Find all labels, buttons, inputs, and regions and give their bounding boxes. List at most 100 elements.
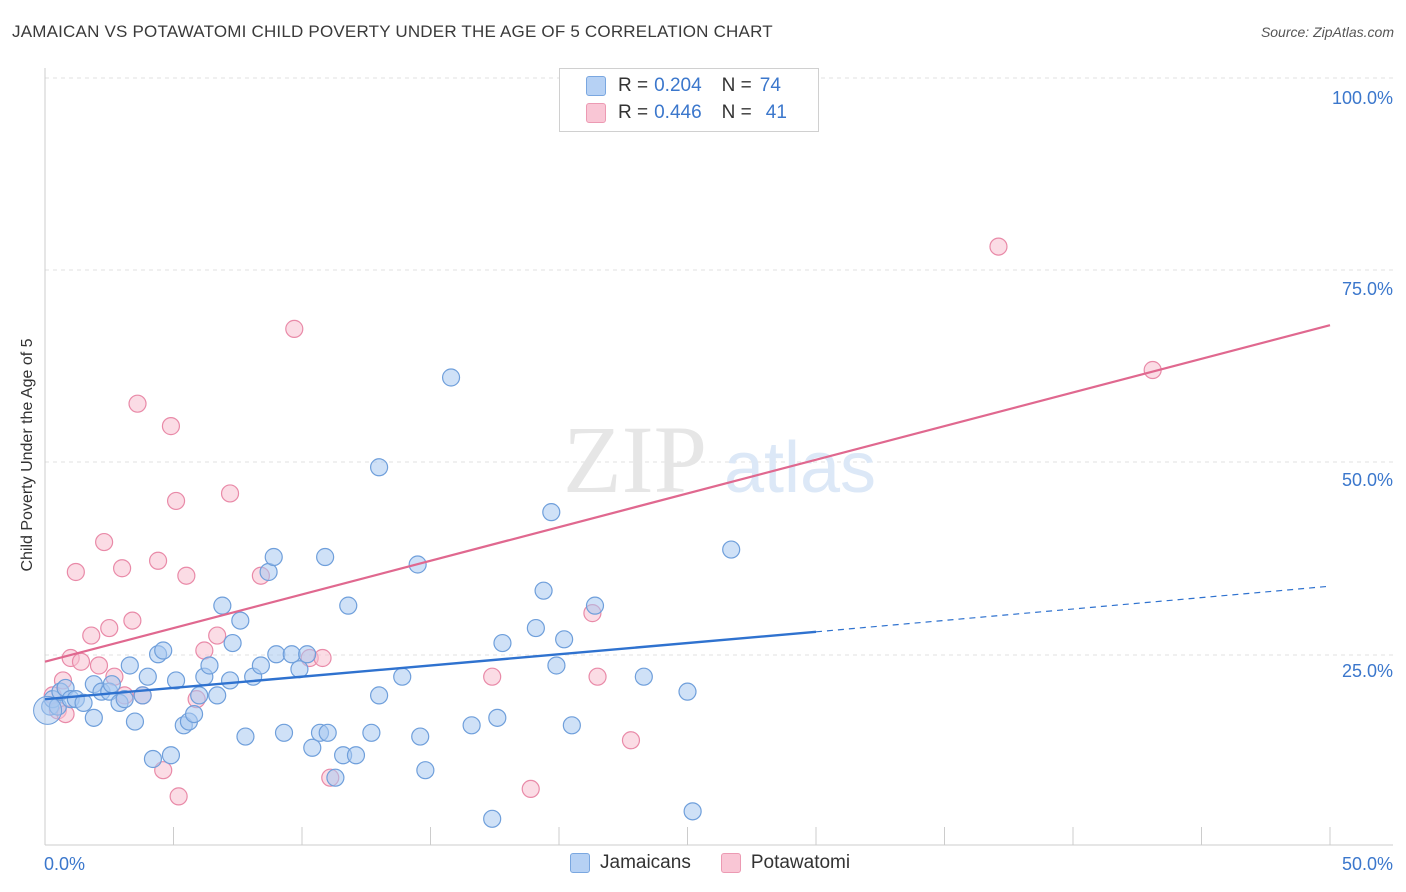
jamaicans-point [290, 660, 309, 679]
potawatomi-point [483, 667, 502, 686]
potawatomi-point [123, 611, 142, 630]
jamaicans-point [184, 704, 204, 724]
gridlines [45, 77, 1393, 656]
jamaicans-point [483, 809, 502, 828]
legend-swatch-pink [586, 103, 606, 123]
jamaicans-point [634, 667, 653, 686]
jamaicans-point [370, 686, 389, 705]
jamaicans-point [526, 618, 545, 638]
trend-lines [44, 324, 1331, 701]
jamaicans-point [298, 645, 317, 664]
potawatomi-points [43, 237, 1162, 806]
watermark-atlas: atlas [724, 428, 876, 508]
potawatomi-point [285, 319, 304, 338]
jamaicans-point [154, 641, 173, 660]
jamaicans-point [303, 738, 322, 757]
x-tick-labels: 0.0% 50.0% [44, 854, 1393, 874]
chart-title: JAMAICAN VS POTAWATOMI CHILD POVERTY UND… [12, 22, 773, 41]
jamaicans-point [542, 503, 561, 522]
legend-swatch-blue [570, 853, 590, 873]
potawatomi-point [100, 618, 119, 638]
jamaicans-point [370, 458, 389, 477]
jamaicans-trend-extension [815, 585, 1331, 633]
jamaicans-point [339, 596, 358, 615]
legend-item-jamaicans[interactable]: Jamaicans [570, 852, 691, 874]
jamaicans-point [585, 596, 605, 615]
potawatomi-point [154, 761, 173, 780]
jamaicans-point [547, 656, 566, 675]
watermark-zip: ZIP [563, 406, 707, 513]
jamaicans-point [120, 656, 139, 675]
jamaicans-point [143, 749, 163, 769]
jamaicans-point [393, 667, 412, 686]
y-tick-label: 50.0% [1342, 470, 1393, 490]
legend-label-jamaicans: Jamaicans [600, 852, 691, 873]
jamaicans-point [462, 716, 481, 735]
x-tick-label-min: 0.0% [44, 854, 85, 874]
jamaicans-point [282, 645, 301, 664]
jamaicans-point [267, 645, 286, 664]
potawatomi-point [989, 237, 1008, 256]
potawatomi-point [313, 648, 332, 668]
jamaicans-point [190, 686, 209, 705]
jamaicans-trend-line [44, 630, 817, 701]
jamaicans-point [264, 547, 283, 567]
potawatomi-point [161, 417, 181, 436]
jamaicans-point [208, 686, 227, 705]
jamaicans-point [33, 695, 63, 725]
jamaicans-point [316, 547, 335, 567]
jamaicans-point [678, 682, 697, 701]
jamaicans-point [236, 727, 255, 746]
potawatomi-point [71, 652, 91, 671]
jamaicans-point [416, 761, 435, 780]
jamaicans-point [213, 596, 232, 615]
y-tick-label: 100.0% [1332, 88, 1393, 108]
legend-r-value: 0.446 [654, 102, 702, 123]
y-tick-label: 25.0% [1342, 661, 1393, 681]
series-legend: Jamaicans Potawatomi [570, 852, 880, 874]
jamaicans-point [251, 656, 270, 675]
jamaicans-point [555, 630, 574, 649]
jamaicans-point [326, 768, 345, 787]
potawatomi-point [148, 551, 168, 570]
legend-item-potawatomi[interactable]: Potawatomi [720, 852, 850, 874]
jamaicans-point [220, 671, 240, 690]
potawatomi-point [588, 667, 607, 686]
jamaicans-point [200, 656, 219, 675]
jamaicans-point [161, 746, 181, 765]
legend-row-potawatomi: R = 0.446 N = 41 [560, 100, 787, 126]
jamaicans-point [166, 671, 186, 690]
potawatomi-point [66, 562, 85, 582]
jamaicans-point [125, 712, 145, 731]
y-tick-labels: 100.0% 75.0% 50.0% 25.0% [1332, 88, 1393, 681]
legend-n-value: 41 [765, 102, 787, 123]
legend-n-label: N = [721, 102, 752, 123]
legend-swatch-blue [586, 76, 606, 96]
potawatomi-point [177, 566, 196, 585]
jamaicans-point [411, 727, 430, 746]
jamaicans-point [722, 540, 741, 559]
jamaicans-point [493, 633, 512, 653]
potawatomi-point [82, 626, 101, 645]
jamaicans-point [683, 802, 702, 821]
jamaicans-point [274, 723, 294, 742]
jamaicans-point [562, 716, 581, 735]
potawatomi-point [166, 491, 186, 511]
legend-r-label: R = [618, 75, 649, 96]
potawatomi-point [95, 532, 114, 552]
jamaicans-point [223, 633, 242, 653]
jamaicans-point [231, 611, 250, 630]
watermark: ZIP atlas [563, 406, 876, 513]
jamaicans-point [441, 368, 461, 387]
jamaicans-point [138, 667, 157, 686]
y-tick-label: 75.0% [1342, 279, 1393, 299]
potawatomi-point [621, 731, 641, 750]
potawatomi-point [208, 626, 227, 645]
legend-row-jamaicans: R = 0.204 N = 74 [560, 73, 781, 99]
source-label: Source: ZipAtlas.com [1260, 24, 1394, 40]
jamaicans-point [84, 708, 103, 727]
legend-n-value: 74 [759, 75, 781, 96]
legend-r-label: R = [618, 102, 649, 123]
jamaicans-point [115, 690, 134, 709]
